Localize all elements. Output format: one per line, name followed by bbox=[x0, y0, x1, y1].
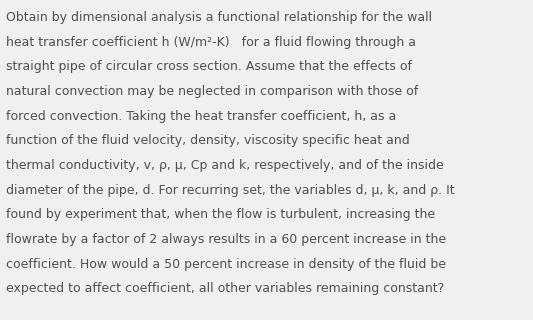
Text: found by experiment that, when the flow is turbulent, increasing the: found by experiment that, when the flow … bbox=[6, 208, 435, 221]
Text: forced convection. Taking the heat transfer coefficient, h, as a: forced convection. Taking the heat trans… bbox=[6, 110, 397, 123]
Text: flowrate by a factor of 2 always results in a 60 percent increase in the: flowrate by a factor of 2 always results… bbox=[6, 233, 447, 246]
Text: expected to affect coefficient, all other variables remaining constant?: expected to affect coefficient, all othe… bbox=[6, 282, 445, 295]
Text: Obtain by dimensional analysis a functional relationship for the wall: Obtain by dimensional analysis a functio… bbox=[6, 11, 432, 24]
Text: coefficient. How would a 50 percent increase in density of the fluid be: coefficient. How would a 50 percent incr… bbox=[6, 258, 447, 271]
Text: diameter of the pipe, d. For recurring set, the variables d, μ, k, and ρ. It: diameter of the pipe, d. For recurring s… bbox=[6, 184, 455, 197]
Text: function of the fluid velocity, density, viscosity specific heat and: function of the fluid velocity, density,… bbox=[6, 134, 410, 148]
Text: straight pipe of circular cross section. Assume that the effects of: straight pipe of circular cross section.… bbox=[6, 60, 413, 74]
Text: natural convection may be neglected in comparison with those of: natural convection may be neglected in c… bbox=[6, 85, 418, 98]
Text: thermal conductivity, v, ρ, μ, Cp and k, respectively, and of the inside: thermal conductivity, v, ρ, μ, Cp and k,… bbox=[6, 159, 444, 172]
Text: heat transfer coefficient h (W/m²-K)   for a fluid flowing through a: heat transfer coefficient h (W/m²-K) for… bbox=[6, 36, 416, 49]
